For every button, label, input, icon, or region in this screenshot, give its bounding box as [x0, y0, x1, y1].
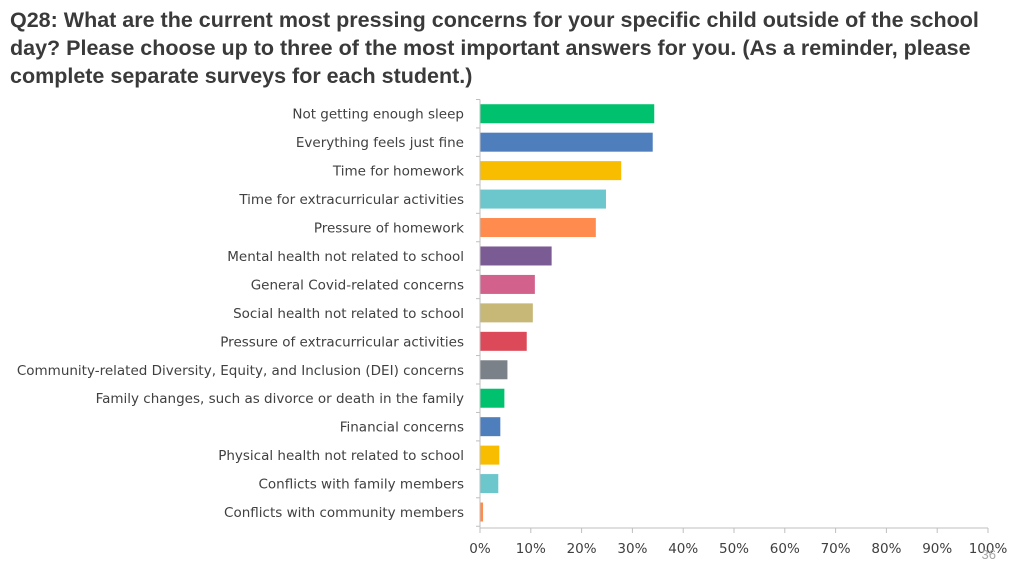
category-label: Mental health not related to school	[227, 249, 464, 265]
page-number: 36	[981, 547, 996, 562]
category-label: General Covid-related concerns	[251, 277, 464, 293]
category-label: Financial concerns	[340, 420, 464, 436]
bar-1	[480, 104, 655, 124]
bar-11	[480, 388, 505, 408]
x-tick-label: 70%	[821, 541, 851, 557]
category-label: Family changes, such as divorce or death…	[96, 391, 464, 407]
bar-14	[480, 474, 499, 494]
category-labels-group: Not getting enough sleep Everything feels…	[17, 107, 464, 521]
bar-6	[480, 246, 552, 266]
bar-7	[480, 274, 535, 294]
x-tick-label: 80%	[871, 541, 901, 557]
category-label: Time for homework	[332, 164, 464, 180]
x-tick-label: 100%	[969, 541, 1008, 557]
x-tick-label: 40%	[668, 541, 698, 557]
category-label: Physical health not related to school	[218, 448, 464, 464]
bar-15	[480, 502, 484, 522]
bar-2	[480, 132, 653, 152]
x-tick-label: 90%	[922, 541, 952, 557]
category-label: Conflicts with family members	[259, 477, 465, 493]
category-label: Pressure of homework	[314, 221, 464, 237]
bar-10	[480, 360, 508, 380]
bar-5	[480, 218, 596, 238]
bars-group	[480, 104, 655, 522]
x-tick-label: 30%	[617, 541, 647, 557]
bar-4	[480, 189, 606, 209]
x-tick-label: 60%	[770, 541, 800, 557]
category-label: Community-related Diversity, Equity, and…	[17, 363, 464, 379]
category-label: Not getting enough sleep	[292, 107, 464, 123]
category-label: Pressure of extracurricular activities	[220, 334, 464, 350]
category-label: Time for extracurricular activities	[238, 192, 464, 208]
axes-group: 0% 10% 20% 30% 40% 50% 60% 70% 80% 90% 100%	[469, 99, 1008, 557]
bar-13	[480, 445, 500, 465]
x-tick-label: 0%	[469, 541, 491, 557]
x-tick-label: 20%	[567, 541, 597, 557]
x-tick-label: 10%	[516, 541, 546, 557]
x-tick-label: 50%	[719, 541, 749, 557]
bar-12	[480, 417, 501, 437]
slide-title: Q28: What are the current most pressing …	[10, 8, 979, 88]
category-label: Conflicts with community members	[224, 505, 464, 521]
bar-8	[480, 303, 533, 323]
bar-3	[480, 161, 622, 181]
category-label: Everything feels just fine	[296, 135, 464, 151]
bar-9	[480, 331, 527, 351]
category-label: Social health not related to school	[233, 306, 464, 322]
